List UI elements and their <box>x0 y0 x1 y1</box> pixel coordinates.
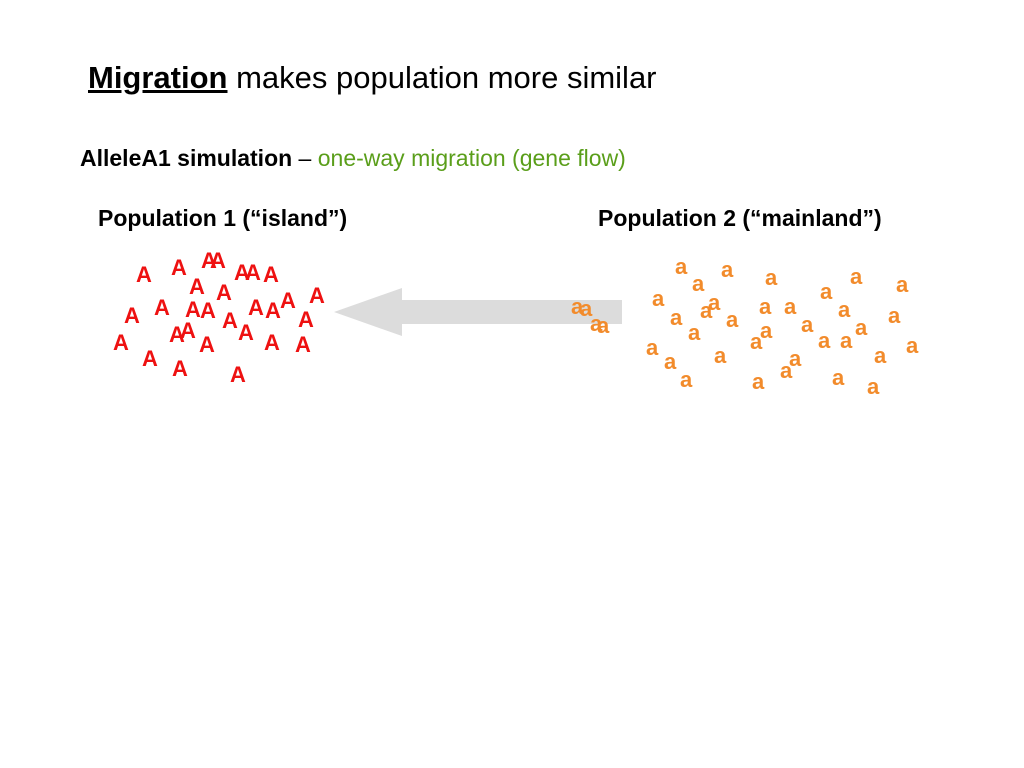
allele-a: a <box>752 369 765 394</box>
allele-a: a <box>855 315 868 340</box>
allele-a: a <box>789 346 802 371</box>
slide-subtitle: AlleleA1 simulation – one-way migration … <box>80 143 626 173</box>
allele-a: a <box>646 335 659 360</box>
allele-A: A <box>154 295 170 320</box>
allele-a: a <box>721 257 734 282</box>
allele-A: A <box>180 318 196 343</box>
allele-A: A <box>113 330 129 355</box>
allele-a: a <box>784 294 797 319</box>
allele-a: a <box>652 286 665 311</box>
allele-A: A <box>234 260 250 285</box>
allele-A: A <box>210 248 226 273</box>
allele-A: A <box>189 274 205 299</box>
allele-a: a <box>597 313 610 338</box>
allele-a: a <box>700 298 713 323</box>
allele-a: a <box>580 296 593 321</box>
allele-a: a <box>840 328 853 353</box>
allele-A: A <box>298 307 314 332</box>
allele-A: A <box>295 332 311 357</box>
allele-A: A <box>222 308 238 333</box>
allele-A: A <box>136 262 152 287</box>
subtitle-dash: – <box>292 145 318 171</box>
subtitle-bold: AlleleA1 simulation <box>80 145 293 171</box>
allele-A: A <box>201 248 217 273</box>
allele-a: a <box>820 279 833 304</box>
allele-A: A <box>169 322 185 347</box>
allele-A: A <box>245 260 261 285</box>
allele-a: a <box>874 343 887 368</box>
allele-A: A <box>238 320 254 345</box>
allele-a: a <box>801 312 814 337</box>
allele-a: a <box>818 328 831 353</box>
allele-A: A <box>171 255 187 280</box>
allele-a: a <box>850 264 863 289</box>
allele-a: a <box>714 343 727 368</box>
allele-a: a <box>670 305 683 330</box>
allele-a: a <box>832 365 845 390</box>
allele-A: A <box>309 283 325 308</box>
allele-a: a <box>906 333 919 358</box>
migration-arrow-shape <box>334 288 622 336</box>
allele-a: a <box>688 320 701 345</box>
allele-a: a <box>888 303 901 328</box>
allele-A: A <box>124 303 140 328</box>
allele-a: a <box>571 294 584 319</box>
allele-A: A <box>280 288 296 313</box>
allele-a: a <box>867 374 880 399</box>
allele-a: a <box>692 271 705 296</box>
allele-a: a <box>590 311 603 336</box>
allele-a: a <box>680 367 693 392</box>
allele-a: a <box>750 329 763 354</box>
allele-a: a <box>708 290 721 315</box>
allele-A: A <box>265 298 281 323</box>
allele-a: a <box>896 272 909 297</box>
allele-A: A <box>230 362 246 387</box>
allele-a: a <box>675 254 688 279</box>
allele-a: a <box>780 358 793 383</box>
allele-a: a <box>765 265 778 290</box>
population-1-label: Population 1 (“island”) <box>98 205 348 231</box>
allele-A: A <box>248 295 264 320</box>
allele-A: A <box>142 346 158 371</box>
allele-a: a <box>664 349 677 374</box>
allele-A: A <box>216 280 232 305</box>
allele-a: a <box>838 297 851 322</box>
title-keyword: Migration <box>88 60 228 95</box>
allele-A: A <box>263 262 279 287</box>
allele-A: A <box>264 330 280 355</box>
allele-A: A <box>185 297 201 322</box>
allele-a: a <box>759 294 772 319</box>
allele-A: A <box>200 298 216 323</box>
allele-A: A <box>172 356 188 381</box>
title-rest: makes population more similar <box>227 60 657 95</box>
slide-title: Migration makes population more similar <box>88 58 657 98</box>
allele-a: a <box>760 318 773 343</box>
subtitle-green: one-way migration (gene flow) <box>317 145 626 171</box>
allele-a: a <box>726 307 739 332</box>
allele-A: A <box>199 332 215 357</box>
population-2-label: Population 2 (“mainland”) <box>598 205 882 231</box>
